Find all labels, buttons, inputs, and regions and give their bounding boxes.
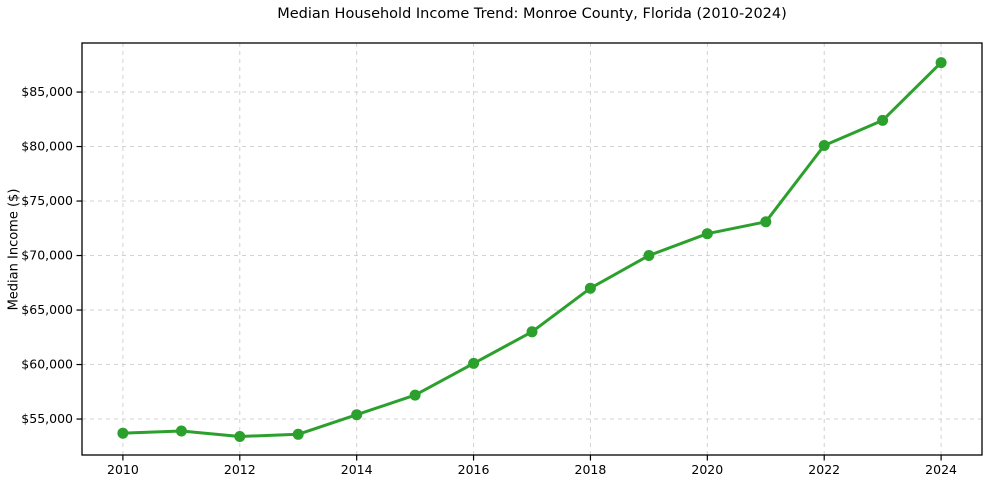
x-tick-label: 2012 — [224, 462, 256, 477]
x-tick-label: 2014 — [341, 462, 373, 477]
x-tick-label: 2010 — [107, 462, 139, 477]
data-point — [701, 228, 713, 240]
data-point — [935, 57, 947, 69]
plot-border — [81, 42, 983, 456]
data-point — [643, 250, 655, 261]
y-tick-label: $55,000 — [21, 411, 73, 426]
data-point — [760, 216, 772, 228]
x-tick-label: 2018 — [575, 462, 607, 477]
data-point — [584, 282, 596, 294]
y-tick-label: $75,000 — [21, 193, 73, 208]
x-tick-label: 2016 — [458, 462, 490, 477]
data-point — [526, 326, 538, 338]
x-tick-label: 2022 — [808, 462, 840, 477]
data-point — [877, 114, 889, 126]
data-point — [818, 140, 830, 151]
data-point — [234, 431, 246, 442]
data-point — [468, 357, 480, 369]
y-tick-label: $80,000 — [21, 139, 73, 154]
chart-title: Median Household Income Trend: Monroe Co… — [277, 6, 787, 22]
y-tick-label: $85,000 — [21, 84, 73, 99]
data-point — [292, 428, 304, 440]
data-point — [175, 425, 187, 437]
y-tick-label: $70,000 — [21, 248, 73, 263]
y-tick-label: $60,000 — [21, 357, 73, 372]
data-point — [351, 409, 363, 421]
data-point — [409, 389, 421, 401]
x-tick-label: 2024 — [925, 462, 957, 477]
trend-line — [121, 61, 943, 438]
x-tick-label: 2020 — [691, 462, 723, 477]
y-tick-label: $65,000 — [21, 302, 73, 317]
data-point — [117, 427, 129, 439]
